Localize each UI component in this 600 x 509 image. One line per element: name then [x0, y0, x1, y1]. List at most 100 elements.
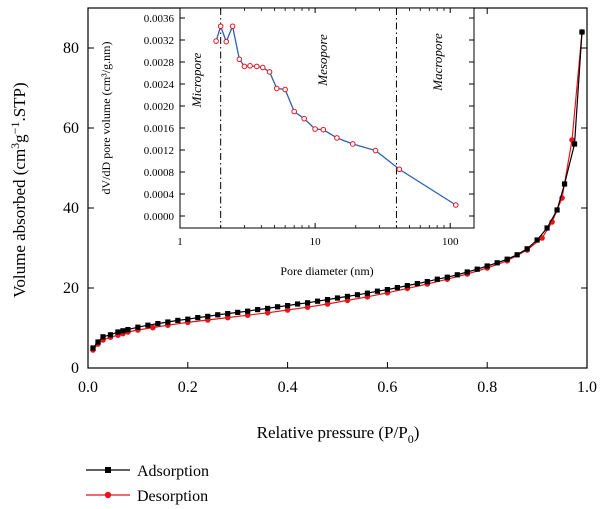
pore-distribution-point [320, 126, 327, 133]
inset-y-tick-label: 0.0024 [144, 79, 175, 91]
inset-y-tick-label: 0.0028 [144, 57, 175, 69]
adsorption-point [235, 309, 241, 315]
inset-y-tick-label: 0.0032 [144, 35, 174, 47]
adsorption-point [534, 237, 540, 243]
adsorption-point [145, 322, 151, 328]
pore-distribution-point [334, 135, 340, 141]
inset-chart: 1 10 100 0.00000.00040.00080.00120.00160.0… [99, 7, 475, 278]
adsorption-point [135, 324, 141, 330]
adsorption-point [364, 290, 371, 296]
adsorption-point [255, 307, 261, 313]
adsorption-point [100, 334, 106, 340]
inset-x-tick-label: 1 [177, 236, 183, 248]
pore-distribution-point [282, 86, 288, 93]
pore-distribution-point [259, 64, 266, 71]
adsorption-point [245, 308, 251, 314]
adsorption-point [334, 295, 341, 301]
adsorption-point [424, 279, 430, 285]
adsorption-point [384, 287, 390, 293]
legend-entry-adsorption: Adsorption [86, 463, 209, 480]
pore-distribution-point [312, 126, 318, 132]
adsorption-point [444, 274, 450, 280]
adsorption-point [474, 266, 480, 272]
adsorption-point [195, 315, 201, 321]
adsorption-point [324, 297, 331, 303]
inset-plot-frame [179, 7, 475, 229]
main-x-ticks: 0.0 0.2 0.4 0.6 0.8 1.0 [78, 8, 597, 396]
main-y-tick-label: 80 [63, 40, 79, 57]
adsorption-point [275, 304, 281, 310]
legend-entry-desorption: Desorption [86, 488, 208, 505]
main-y-tick-label: 60 [63, 120, 79, 137]
main-x-tick-label: 0.4 [278, 379, 298, 396]
main-x-tick-label: 0.8 [477, 379, 497, 396]
pore-distribution-point [236, 56, 243, 63]
desorption-point [324, 301, 331, 307]
region-label-macropore: Macropore [430, 33, 445, 92]
main-y-axis-label: Volume absorbed (cm3g−1.STP) [8, 82, 29, 297]
adsorption-point [374, 288, 381, 294]
main-chart: 0.0 0.2 0.4 0.6 0.8 1.0 0 20 40 60 80 Relative pr… [8, 7, 597, 446]
legend-desorption-label: Desorption [137, 488, 208, 505]
pore-distribution-point [241, 63, 248, 70]
adsorption-point [354, 292, 361, 298]
adsorption-point [225, 311, 231, 317]
pore-distribution-point [229, 23, 236, 30]
inset-y-tick-label: 0.0020 [144, 101, 175, 113]
pore-distribution-point [396, 166, 403, 173]
adsorption-point [554, 207, 560, 213]
adsorption-point [494, 260, 500, 266]
pore-distribution-point [349, 141, 356, 147]
desorption-point [304, 304, 311, 311]
adsorption-point [294, 301, 301, 307]
main-y-tick-label: 40 [63, 200, 79, 217]
adsorption-point [454, 272, 460, 278]
adsorption-point [484, 263, 490, 269]
inset-x-tick-label: 10 [310, 236, 322, 248]
adsorption-point [544, 225, 550, 231]
adsorption-point [579, 29, 585, 35]
legend: Adsorption Desorption [86, 463, 209, 505]
adsorption-point [344, 293, 351, 299]
inset-x-axis-label: Pore diameter (nm) [280, 264, 373, 278]
pore-distribution-point [301, 115, 307, 122]
inset-y-tick-label: 0.0016 [144, 123, 175, 135]
adsorption-point [175, 317, 181, 323]
inset-y-tick-label: 0.0004 [144, 189, 175, 201]
adsorption-point [90, 345, 96, 351]
adsorption-point [304, 300, 311, 306]
inset-y-tick-label: 0.0036 [144, 13, 175, 25]
pore-distribution-point [372, 147, 379, 154]
adsorption-point [205, 313, 211, 319]
pore-distribution-point [291, 108, 297, 115]
adsorption-point [115, 329, 121, 335]
adsorption-point [285, 303, 291, 309]
adsorption-point [265, 305, 271, 311]
inset-y-axis-label: dV/dD pore volume (cm³/g.nm) [99, 42, 113, 195]
adsorption-point [155, 321, 161, 327]
main-x-tick-label: 0.6 [377, 379, 397, 396]
adsorption-point [314, 298, 321, 304]
adsorption-point [514, 252, 520, 258]
inset-y-tick-label: 0.0012 [144, 145, 174, 157]
pore-distribution-point [273, 85, 280, 92]
main-series-layer [90, 29, 585, 353]
inset-y-tick-label: 0.0000 [144, 211, 175, 223]
legend-adsorption-marker [105, 467, 111, 473]
adsorption-point [95, 339, 101, 345]
region-label-micropore: Micropore [189, 52, 204, 108]
inset-background [180, 8, 474, 228]
adsorption-point [464, 269, 470, 275]
desorption-point [264, 310, 271, 316]
adsorption-point [165, 319, 171, 325]
adsorption-point [434, 276, 440, 282]
main-x-axis-label: Relative pressure (P/P0) [257, 423, 420, 446]
pore-distribution-point [453, 202, 459, 208]
pore-distribution-point [253, 63, 260, 70]
inset-y-ticks: 0.0000 0.0004 0.0008 0.0012 0.0016 0.0020 0.00… [144, 13, 474, 223]
inset-x-ticks: 1 10 100 [177, 8, 459, 248]
main-y-ticks: 0 20 40 60 80 [63, 40, 587, 377]
main-x-tick-label: 0.2 [178, 379, 198, 396]
adsorption-point [394, 285, 400, 291]
